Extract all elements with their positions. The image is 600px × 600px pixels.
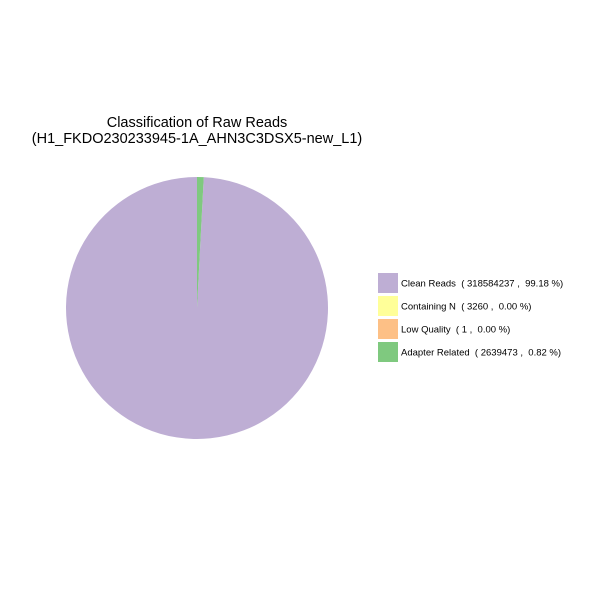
legend-label-containing-n: Containing N ( 3260 , 0.00 %) — [401, 302, 531, 313]
legend-swatch-low-quality — [378, 319, 398, 339]
pie-slices — [66, 177, 329, 439]
chart-legend: Clean Reads ( 318584237 , 99.18 %) Contai… — [378, 273, 563, 362]
chart-subtitle: (H1_FKDO230233945-1A_AHN3C3DSX5-new_L1) — [32, 131, 362, 147]
pie-slice-clean-reads — [66, 177, 329, 439]
legend-label-adapter-related: Adapter Related ( 2639473 , 0.82 %) — [401, 348, 561, 359]
pie-slice-containing-n — [197, 177, 204, 308]
legend-swatch-containing-n — [378, 296, 398, 316]
legend-label-clean-reads: Clean Reads ( 318584237 , 99.18 %) — [401, 279, 563, 290]
pie-slice-adapter-related — [197, 177, 204, 308]
legend-swatch-clean-reads — [378, 273, 398, 293]
legend-swatch-adapter-related — [378, 342, 398, 362]
chart-title: Classification of Raw Reads — [107, 115, 288, 131]
legend-label-low-quality: Low Quality ( 1 , 0.00 %) — [401, 325, 510, 336]
